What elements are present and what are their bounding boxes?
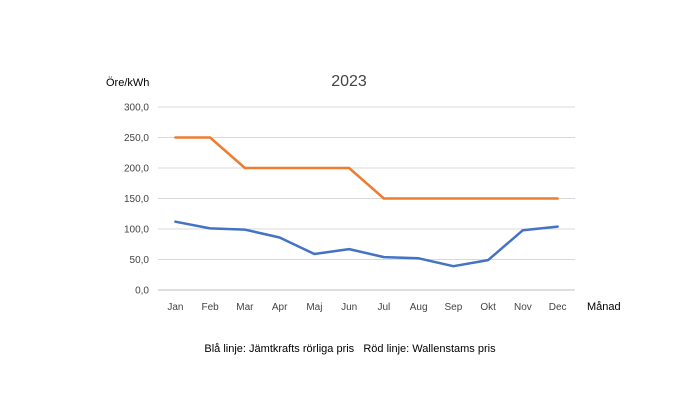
y-axis-title: Öre/kWh: [106, 77, 149, 89]
x-tick-label: Dec: [549, 302, 567, 313]
x-tick-label: Feb: [202, 302, 220, 313]
y-tick-label: 100,0: [124, 225, 149, 236]
x-tick-label: Aug: [410, 302, 428, 313]
series-lines: [174, 136, 559, 268]
x-tick-label: Okt: [480, 302, 496, 313]
y-tick-label: 0,0: [135, 286, 149, 297]
y-tick-label: 300,0: [124, 103, 149, 114]
y-axis-ticks: 0,0 50,0 100,0 150,0 200,0 250,0 300,0: [124, 103, 149, 297]
y-tick-label: 150,0: [124, 194, 149, 205]
y-tick-label: 200,0: [124, 164, 149, 175]
x-tick-label: Maj: [306, 302, 322, 313]
y-tick-label: 250,0: [124, 133, 149, 144]
x-axis-title: Månad: [587, 301, 621, 313]
chart-title: 2023: [331, 73, 367, 90]
chart-caption: Blå linje: Jämtkrafts rörliga pris Röd l…: [204, 343, 496, 355]
x-tick-label: Nov: [514, 302, 532, 313]
x-tick-label: Jun: [341, 302, 357, 313]
x-axis-ticks: Jan Feb Mar Apr Maj Jun Jul Aug Sep Okt Nov Dec: [167, 302, 566, 313]
x-tick-label: Jan: [167, 302, 183, 313]
series-line-1: [174, 220, 559, 268]
x-tick-label: Apr: [272, 302, 288, 313]
x-tick-label: Jul: [377, 302, 390, 313]
x-tick-label: Mar: [236, 302, 254, 313]
y-tick-label: 50,0: [130, 255, 150, 266]
series-line-2: [174, 136, 559, 200]
x-tick-label: Sep: [444, 302, 462, 313]
